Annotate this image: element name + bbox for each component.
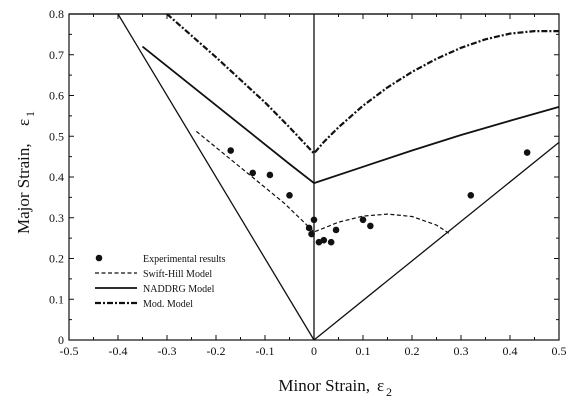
x-tick-label: 0.3 xyxy=(454,344,469,358)
data-point xyxy=(359,216,367,224)
y-axis-title-symbol: ε xyxy=(14,119,33,126)
legend-marker-experimental-results xyxy=(95,254,103,262)
y-tick-label: 0.8 xyxy=(49,7,64,21)
data-point xyxy=(305,224,313,232)
x-tick-label: 0.2 xyxy=(405,344,420,358)
x-axis-title-subscript: 2 xyxy=(386,385,392,399)
data-point xyxy=(308,230,315,238)
y-axis-title-text: Major Strain, xyxy=(14,143,33,234)
y-axis: 0 0.1 0.2 0.3 0.4 0.5 0.6 0.7 0.8 xyxy=(49,7,559,347)
data-point xyxy=(310,216,318,224)
data-point xyxy=(227,147,234,154)
y-tick-label: 0.5 xyxy=(49,129,64,143)
data-point xyxy=(327,238,335,246)
x-tick-label: -0.5 xyxy=(60,344,79,358)
data-point xyxy=(286,192,293,199)
x-axis-title-symbol: ε xyxy=(377,376,384,395)
y-tick-label: 0.2 xyxy=(49,252,64,266)
reference-line-2 xyxy=(313,141,560,341)
naddrg-model-line xyxy=(141,45,560,185)
x-tick-label: 0 xyxy=(311,344,317,358)
legend-label-swift-hill-model: Swift-Hill Model xyxy=(143,269,212,280)
y-tick-label: 0.4 xyxy=(49,170,64,184)
x-axis-title: Minor Strain, xyxy=(278,376,370,395)
x-axis: -0.5 -0.4 -0.3 -0.2 -0.1 0 0.1 0.2 0.3 0.4 0.5 xyxy=(60,14,567,358)
data-point xyxy=(367,222,374,230)
x-tick-label: 0.4 xyxy=(503,344,518,358)
x-tick-label: 0.1 xyxy=(356,344,371,358)
swift-hill-model-line xyxy=(196,130,450,234)
x-tick-label: -0.3 xyxy=(158,344,177,358)
y-tick-label: 0 xyxy=(58,333,64,347)
reference-line-1 xyxy=(117,13,315,341)
data-point xyxy=(467,192,475,199)
x-tick-label: -0.1 xyxy=(256,344,275,358)
y-tick-label: 0.3 xyxy=(49,211,64,225)
y-tick-label: 0.1 xyxy=(49,292,64,306)
data-point xyxy=(249,169,257,177)
data-point xyxy=(320,236,328,244)
data-point xyxy=(266,171,274,179)
y-axis-title: Major Strain, ε 1 xyxy=(14,111,37,234)
legend: Experimental results Swift-Hill Model NADD… xyxy=(95,254,226,310)
x-tick-label: -0.2 xyxy=(207,344,226,358)
data-points xyxy=(227,147,531,246)
x-tick-label: 0.5 xyxy=(552,344,567,358)
y-tick-label: 0.6 xyxy=(49,89,64,103)
x-tick-label: -0.4 xyxy=(109,344,128,358)
data-point xyxy=(332,226,340,234)
y-axis-title-subscript: 1 xyxy=(23,111,37,117)
data-point xyxy=(523,149,531,156)
mod-model-line xyxy=(166,13,559,155)
legend-label-naddrg-model: NADDRG Model xyxy=(143,284,215,295)
y-tick-label: 0.7 xyxy=(49,48,64,62)
legend-label-mod-model: Mod. Model xyxy=(143,299,193,310)
legend-label-experimental-results: Experimental results xyxy=(143,254,226,265)
